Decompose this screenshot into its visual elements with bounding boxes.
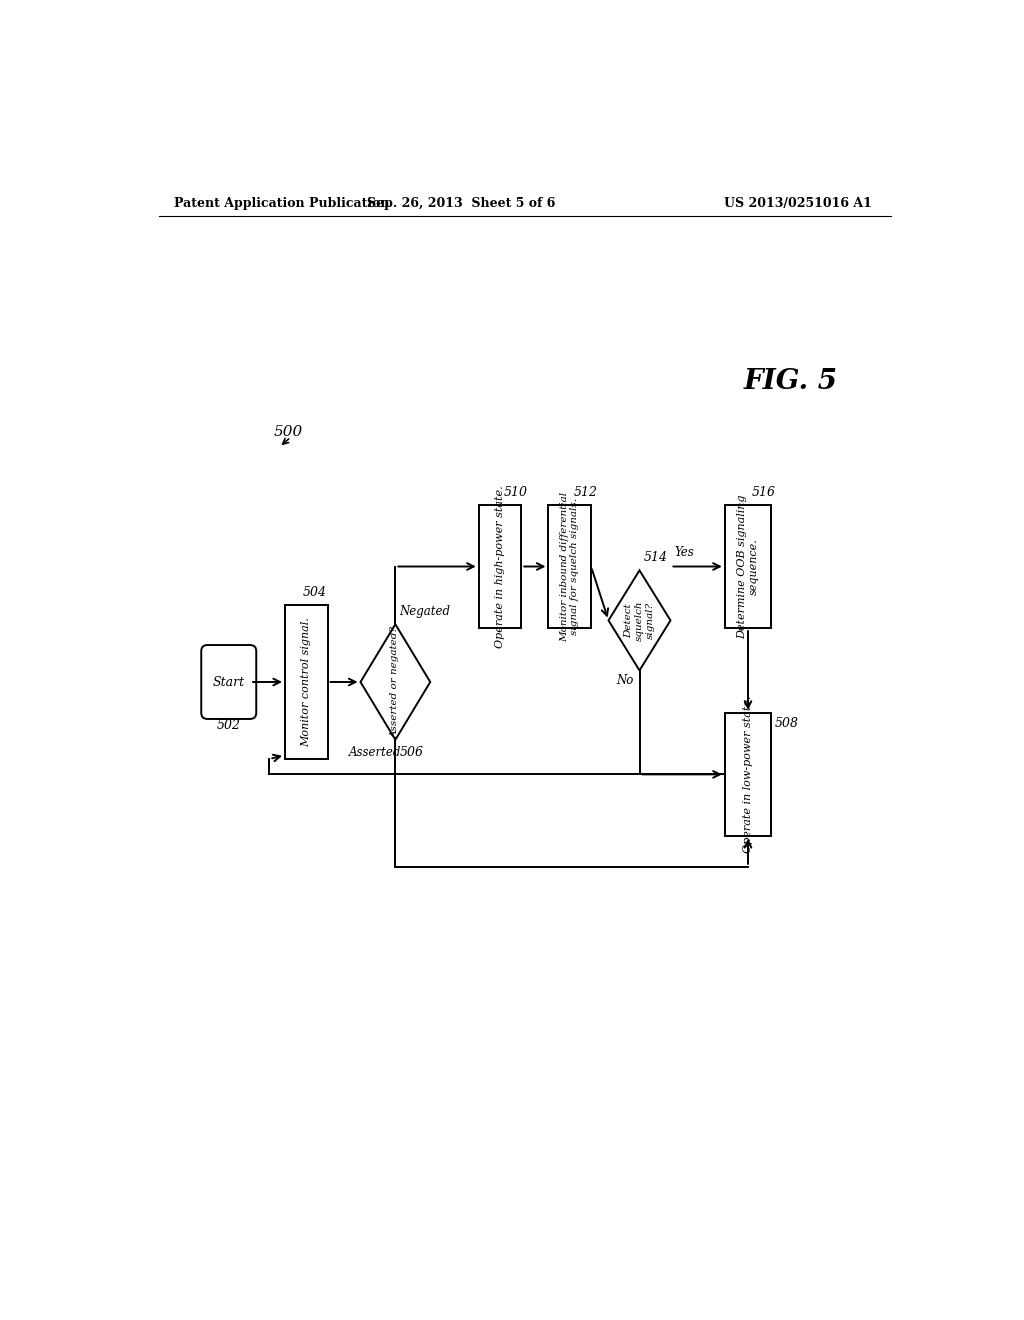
Text: 508: 508: [775, 717, 799, 730]
Text: 504: 504: [302, 586, 327, 599]
Bar: [285, 605, 328, 759]
FancyBboxPatch shape: [202, 645, 256, 719]
Text: No: No: [615, 675, 633, 688]
Text: Monitor control signal.: Monitor control signal.: [301, 618, 311, 747]
Bar: [725, 506, 771, 628]
Polygon shape: [360, 624, 430, 739]
Text: US 2013/0251016 A1: US 2013/0251016 A1: [724, 197, 872, 210]
Text: 512: 512: [573, 486, 598, 499]
Bar: [725, 713, 771, 836]
Text: Asserted: Asserted: [349, 746, 401, 759]
Text: Monitor inbound differential
signal for squelch signals.: Monitor inbound differential signal for …: [560, 491, 580, 642]
Text: 516: 516: [752, 486, 776, 499]
Text: Start: Start: [213, 676, 245, 689]
Text: Determine OOB signaling
sequence.: Determine OOB signaling sequence.: [737, 494, 759, 639]
Text: 500: 500: [273, 425, 303, 438]
Text: Operate in low-power state.: Operate in low-power state.: [743, 696, 753, 853]
Text: Operate in high-power state.: Operate in high-power state.: [495, 486, 505, 648]
Bar: [549, 506, 591, 628]
Text: Patent Application Publication: Patent Application Publication: [174, 197, 390, 210]
Polygon shape: [608, 570, 671, 671]
Text: Asserted or negated?: Asserted or negated?: [391, 626, 400, 738]
Text: 514: 514: [643, 552, 668, 564]
Bar: [478, 506, 521, 628]
Text: 510: 510: [504, 486, 528, 499]
Text: Detect
squelch
signal?: Detect squelch signal?: [625, 601, 654, 640]
Text: Sep. 26, 2013  Sheet 5 of 6: Sep. 26, 2013 Sheet 5 of 6: [367, 197, 555, 210]
Text: FIG. 5: FIG. 5: [744, 368, 838, 395]
Text: Yes: Yes: [675, 545, 694, 558]
Text: Negated: Negated: [399, 605, 451, 618]
Text: 502: 502: [217, 719, 241, 733]
Text: 506: 506: [399, 746, 423, 759]
